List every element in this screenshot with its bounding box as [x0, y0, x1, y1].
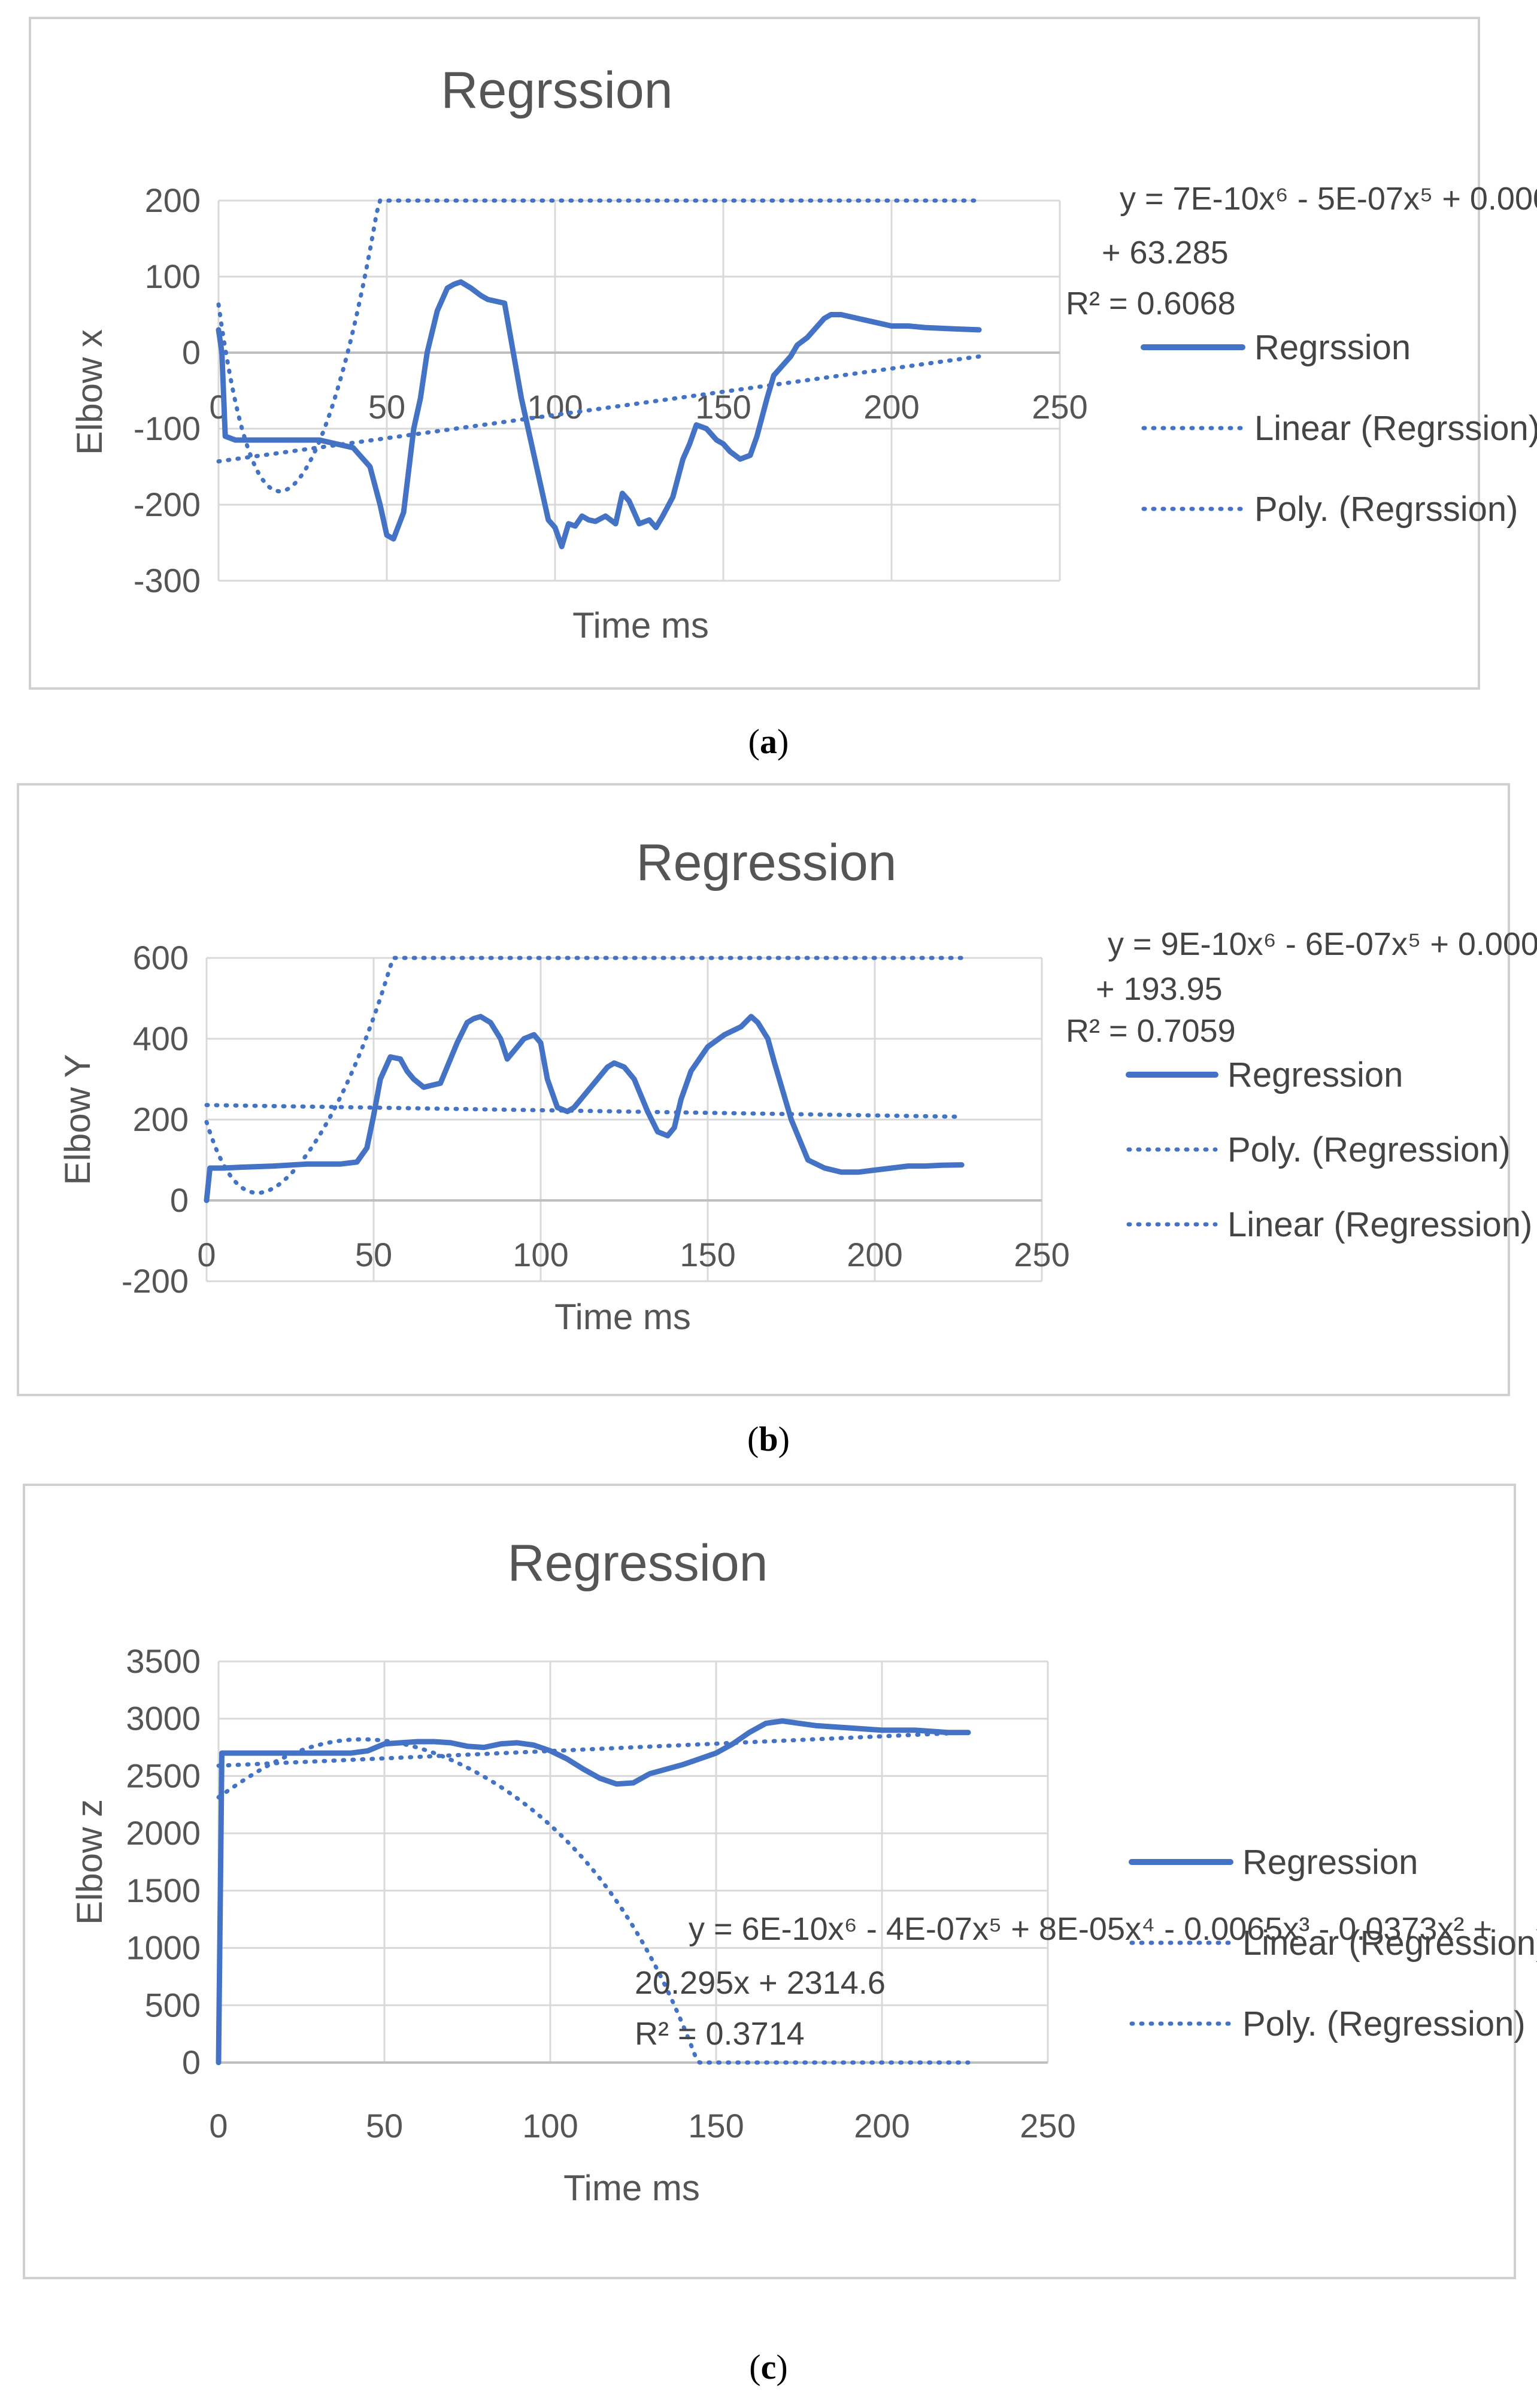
y-tick-label: 100 — [145, 257, 201, 295]
y-tick-label: -200 — [122, 1262, 189, 1300]
y-tick-label: 2000 — [126, 1814, 201, 1852]
caption-c: (c) — [749, 2348, 788, 2386]
x-tick-label: 200 — [847, 1236, 902, 1273]
series-poly-regrssion — [216, 198, 981, 494]
trendline-equation: y = 6E-10x⁶ - 4E-07x⁵ + 8E-05x⁴ - 0.0065… — [689, 1911, 1492, 1947]
legend-label: Regression — [1227, 1056, 1403, 1094]
y-tick-label: 400 — [133, 1020, 189, 1057]
legend-label: Regrssion — [1254, 328, 1411, 367]
x-tick-label: 100 — [527, 388, 583, 426]
y-tick-label: 600 — [133, 939, 189, 976]
trendline-equation: R² = 0.7059 — [1066, 1013, 1236, 1049]
x-tick-label: 200 — [863, 388, 919, 426]
y-tick-label: 0 — [182, 2043, 201, 2081]
y-tick-label: 2500 — [126, 1757, 201, 1794]
trendline-equation: y = 7E-10x⁶ - 5E-07x⁵ + 0.0002x⁴ - 0.020… — [1120, 181, 1537, 217]
x-axis-label: Time ms — [554, 1297, 691, 1337]
series-poly-regression — [216, 1737, 971, 2065]
trendline-equation: y = 9E-10x⁶ - 6E-07x⁵ + 0.0002x⁴ - 0.021… — [1108, 926, 1537, 962]
trendline-equation: + 63.285 — [1102, 235, 1229, 271]
x-tick-label: 250 — [1020, 2107, 1075, 2145]
y-tick-label: 3500 — [126, 1642, 201, 1680]
y-axis-label: Elbow Y — [57, 1054, 98, 1185]
x-tick-label: 250 — [1014, 1236, 1069, 1273]
y-tick-label: 1500 — [126, 1872, 201, 1909]
x-axis-label: Time ms — [572, 605, 709, 645]
caption-b: (b) — [747, 1420, 790, 1458]
series-regression — [204, 1014, 965, 1203]
series-poly-regression — [204, 956, 964, 1195]
trendline-equation: 20.295x + 2314.6 — [635, 1965, 886, 2001]
x-tick-label: 50 — [366, 2107, 403, 2145]
y-tick-label: -300 — [134, 562, 201, 599]
chart-2: 3500 3000 2500 2000 1500 1000 500 00 50 100 150 200… — [23, 1484, 1537, 2279]
series-regrssion — [216, 279, 982, 550]
series-linear-regrssion — [216, 354, 981, 464]
x-tick-label: 50 — [368, 388, 405, 426]
x-tick-label: 150 — [688, 2107, 744, 2145]
chart-panel-c: 3500 3000 2500 2000 1500 1000 500 0 0 50 100 150 200… — [0, 1473, 1537, 2299]
y-axis-label: Elbow z — [69, 1799, 110, 1925]
x-tick-label: 250 — [1032, 388, 1087, 426]
series-linear-regression — [216, 1730, 971, 1768]
legend-label: Poly. (Regression) — [1242, 2004, 1526, 2043]
caption-a: (a) — [748, 722, 789, 761]
chart-frame — [17, 783, 1510, 1396]
trendline-equation: R² = 0.3714 — [635, 2016, 805, 2052]
legend-label: Regression — [1242, 1843, 1418, 1882]
y-tick-label: 0 — [170, 1181, 189, 1219]
x-tick-label: 150 — [680, 1236, 735, 1273]
y-tick-label: 3000 — [126, 1700, 201, 1737]
y-tick-label: 1000 — [126, 1929, 201, 1967]
y-tick-label: 200 — [145, 181, 201, 219]
x-tick-label: 50 — [355, 1236, 392, 1273]
y-tick-label: 0 — [182, 333, 201, 371]
trendline-equation: R² = 0.6068 — [1066, 286, 1236, 322]
chart-title: Regrssion — [441, 62, 672, 119]
y-tick-label: 200 — [133, 1100, 189, 1138]
y-tick-label: 500 — [145, 1986, 201, 2024]
legend-label: Poly. (Regrssion) — [1254, 490, 1518, 529]
chart-panel-b: 600 400 200 0 -200 0 50 100 150 200 250 Regression T… — [0, 778, 1537, 1407]
chart-title: Regression — [508, 1534, 768, 1592]
series-linear-regression — [204, 1103, 964, 1119]
x-tick-label: 200 — [854, 2107, 910, 2145]
legend-label: Poly. (Regression) — [1227, 1130, 1511, 1169]
y-axis-label: Elbow x — [69, 329, 110, 455]
chart-panel-a: 200 100 0 -100 -200 -300 0 50 100 150 200 250 Regrss… — [0, 0, 1537, 706]
y-tick-label: -200 — [134, 486, 201, 523]
y-tick-label: -100 — [134, 410, 201, 447]
x-tick-label: 0 — [209, 2107, 228, 2145]
legend-label: Linear (Regrssion) — [1254, 409, 1537, 448]
trendline-equation: + 193.95 — [1096, 971, 1223, 1007]
legend-label: Linear (Regression) — [1227, 1205, 1532, 1244]
x-axis-label: Time ms — [563, 2168, 700, 2208]
series-regression — [216, 1718, 971, 2066]
chart-title: Regression — [636, 834, 897, 891]
chart-frame — [23, 1484, 1516, 2279]
legend-label: Linear (Regression) — [1242, 1924, 1537, 1963]
x-tick-label: 0 — [197, 1236, 216, 1273]
x-tick-label: 100 — [522, 2107, 578, 2145]
x-tick-label: 100 — [513, 1236, 568, 1273]
